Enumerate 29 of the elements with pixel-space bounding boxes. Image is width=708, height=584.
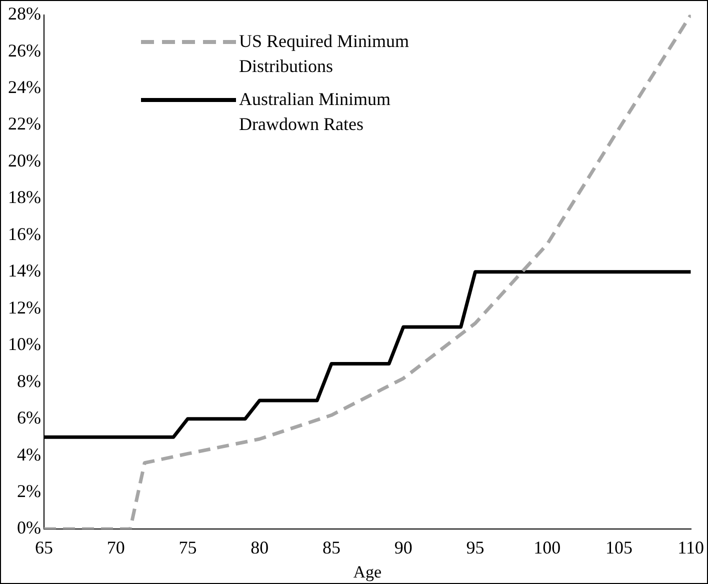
legend-label: Australian Minimum Drawdown Rates <box>239 88 392 136</box>
y-tick-label: 18% <box>8 187 41 208</box>
legend-label: US Required Minimum Distributions <box>239 30 409 78</box>
x-tick-label: 75 <box>178 538 197 558</box>
y-tick-label: 4% <box>16 444 41 464</box>
y-tick-label: 28% <box>8 4 41 24</box>
y-tick-label: 2% <box>16 481 41 502</box>
x-axis-title: Age <box>353 562 382 582</box>
x-tick-label: 105 <box>605 538 632 558</box>
x-tick-label: 100 <box>534 538 561 558</box>
y-tick-label: 0% <box>16 518 41 538</box>
x-tick-label: 65 <box>34 538 53 558</box>
y-tick-label: 16% <box>8 224 41 244</box>
x-tick-label: 70 <box>106 538 125 558</box>
y-tick-label: 26% <box>8 40 41 60</box>
x-tick-label: 90 <box>394 538 412 558</box>
y-tick-label: 6% <box>16 408 41 428</box>
x-tick-label: 110 <box>678 538 704 558</box>
x-tick-label: 85 <box>322 538 340 558</box>
x-tick-label: 80 <box>250 538 269 558</box>
y-tick-label: 20% <box>8 150 41 170</box>
x-tick-label: 95 <box>466 538 484 558</box>
y-tick-label: 12% <box>8 297 41 318</box>
y-tick-label: 10% <box>8 334 41 354</box>
y-tick-label: 8% <box>16 370 41 391</box>
y-tick-label: 24% <box>8 76 41 97</box>
y-tick-label: 22% <box>8 114 41 134</box>
y-tick-label: 14% <box>8 260 41 281</box>
line-series <box>44 14 691 529</box>
